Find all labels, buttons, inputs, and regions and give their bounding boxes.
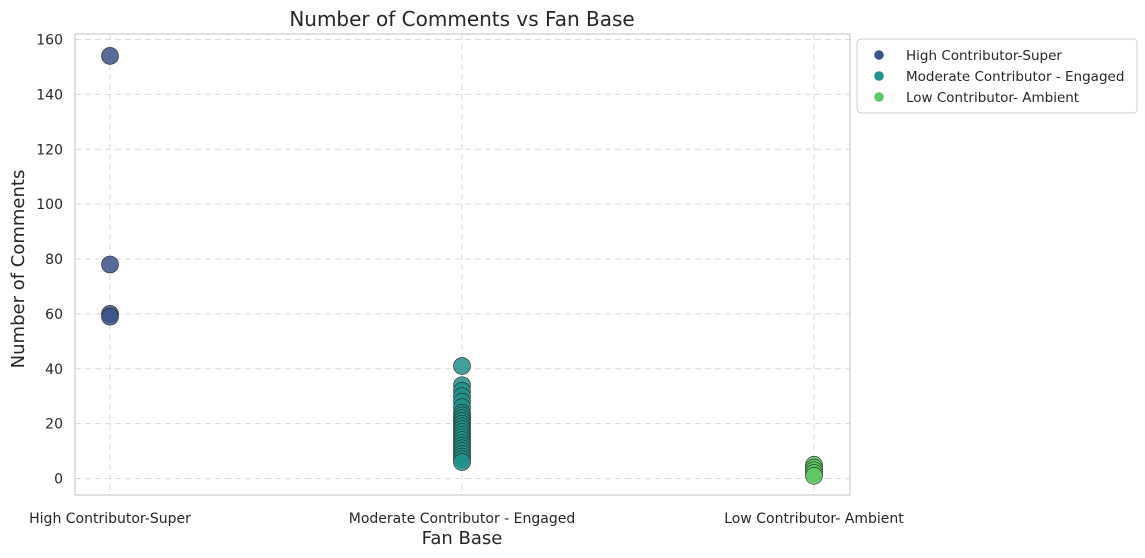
y-tick-label: 100 (36, 197, 63, 213)
x-axis-ticks: High Contributor-Super Moderate Contribu… (29, 511, 904, 527)
y-tick-label: 0 (54, 472, 63, 488)
x-tick-label: High Contributor-Super (29, 511, 191, 527)
legend: High Contributor-Super Moderate Contribu… (856, 38, 1138, 114)
scatter-points (101, 47, 823, 485)
data-point (453, 453, 471, 471)
y-axis-ticks: 0 20 40 60 80 100 120 140 160 (36, 32, 63, 487)
y-tick-label: 140 (36, 87, 63, 103)
legend-marker (874, 50, 884, 60)
y-tick-label: 80 (45, 252, 63, 268)
y-axis-title: Number of Comments (8, 170, 29, 369)
y-tick-label: 60 (45, 307, 63, 323)
y-tick-label: 20 (45, 417, 63, 433)
y-tick-label: 160 (36, 32, 63, 48)
legend-marker (874, 71, 884, 81)
data-point (101, 307, 119, 326)
data-point (101, 255, 119, 274)
x-tick-label: Moderate Contributor - Engaged (349, 511, 575, 527)
data-point (453, 357, 471, 375)
legend-label: Moderate Contributor - Engaged (906, 69, 1124, 85)
x-tick-label: Low Contributor- Ambient (724, 511, 904, 527)
legend-label: Low Contributor- Ambient (906, 90, 1079, 106)
x-axis-title: Fan Base (422, 528, 503, 549)
legend-marker (874, 92, 884, 102)
data-point (101, 47, 119, 65)
plot-frame (74, 33, 851, 496)
legend-frame (856, 38, 1138, 114)
y-tick-label: 40 (45, 362, 63, 378)
legend-label: High Contributor-Super (906, 48, 1062, 64)
data-point (805, 466, 823, 485)
chart-title: Number of Comments vs Fan Base (289, 7, 634, 31)
y-tick-label: 120 (36, 142, 63, 158)
